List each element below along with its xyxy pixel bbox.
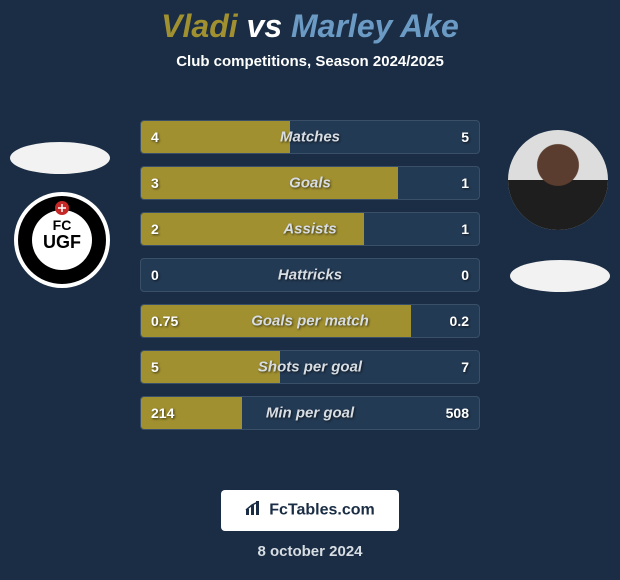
stat-label: Matches — [280, 129, 340, 146]
stat-row: 4 Matches 5 — [140, 120, 480, 154]
player2-photo — [508, 130, 608, 230]
stat-row: 0.75 Goals per match 0.2 — [140, 304, 480, 338]
player2-name: Marley Ake — [291, 8, 459, 44]
stat-label: Goals — [289, 175, 331, 192]
stat-p1-value: 4 — [151, 129, 159, 145]
stat-p1-value: 2 — [151, 221, 159, 237]
player2-avatar — [508, 130, 608, 230]
stats-bars: 4 Matches 5 3 Goals 1 2 Assists 1 0 Hatt… — [140, 120, 480, 442]
stat-label: Shots per goal — [258, 359, 362, 376]
stat-label: Min per goal — [266, 405, 354, 422]
player1-club-badge: FC UGF — [12, 190, 112, 290]
stat-row: 3 Goals 1 — [140, 166, 480, 200]
stat-p2-value: 0 — [461, 267, 469, 283]
chart-icon — [245, 500, 263, 521]
stat-p1-value: 0 — [151, 267, 159, 283]
stat-p1-value: 3 — [151, 175, 159, 191]
title: Vladi vs Marley Ake — [0, 8, 620, 45]
stat-fill-p1 — [141, 167, 398, 199]
brand-badge[interactable]: FcTables.com — [221, 490, 399, 531]
svg-text:FC: FC — [53, 217, 72, 233]
stat-label: Assists — [283, 221, 336, 238]
footer: FcTables.com 8 october 2024 — [0, 490, 620, 560]
date-text: 8 october 2024 — [0, 543, 620, 560]
stat-p1-value: 5 — [151, 359, 159, 375]
stat-p2-value: 1 — [461, 221, 469, 237]
svg-text:UGF: UGF — [43, 232, 81, 252]
stat-p2-value: 508 — [446, 405, 469, 421]
player1-name: Vladi — [161, 8, 237, 44]
stat-p1-value: 214 — [151, 405, 174, 421]
header: Vladi vs Marley Ake Club competitions, S… — [0, 0, 620, 70]
stat-row: 0 Hattricks 0 — [140, 258, 480, 292]
stat-row: 5 Shots per goal 7 — [140, 350, 480, 384]
brand-text: FcTables.com — [269, 502, 375, 519]
stat-row: 214 Min per goal 508 — [140, 396, 480, 430]
vs-text: vs — [247, 8, 283, 44]
stat-label: Hattricks — [278, 267, 342, 284]
stat-row: 2 Assists 1 — [140, 212, 480, 246]
stat-p2-value: 7 — [461, 359, 469, 375]
stat-label: Goals per match — [251, 313, 369, 330]
player2-club-placeholder — [510, 260, 610, 292]
stat-p2-value: 0.2 — [450, 313, 469, 329]
stat-p1-value: 0.75 — [151, 313, 178, 329]
stat-p2-value: 1 — [461, 175, 469, 191]
stat-p2-value: 5 — [461, 129, 469, 145]
subtitle: Club competitions, Season 2024/2025 — [0, 53, 620, 70]
player1-avatar-placeholder — [10, 142, 110, 174]
stat-fill-p1 — [141, 121, 290, 153]
